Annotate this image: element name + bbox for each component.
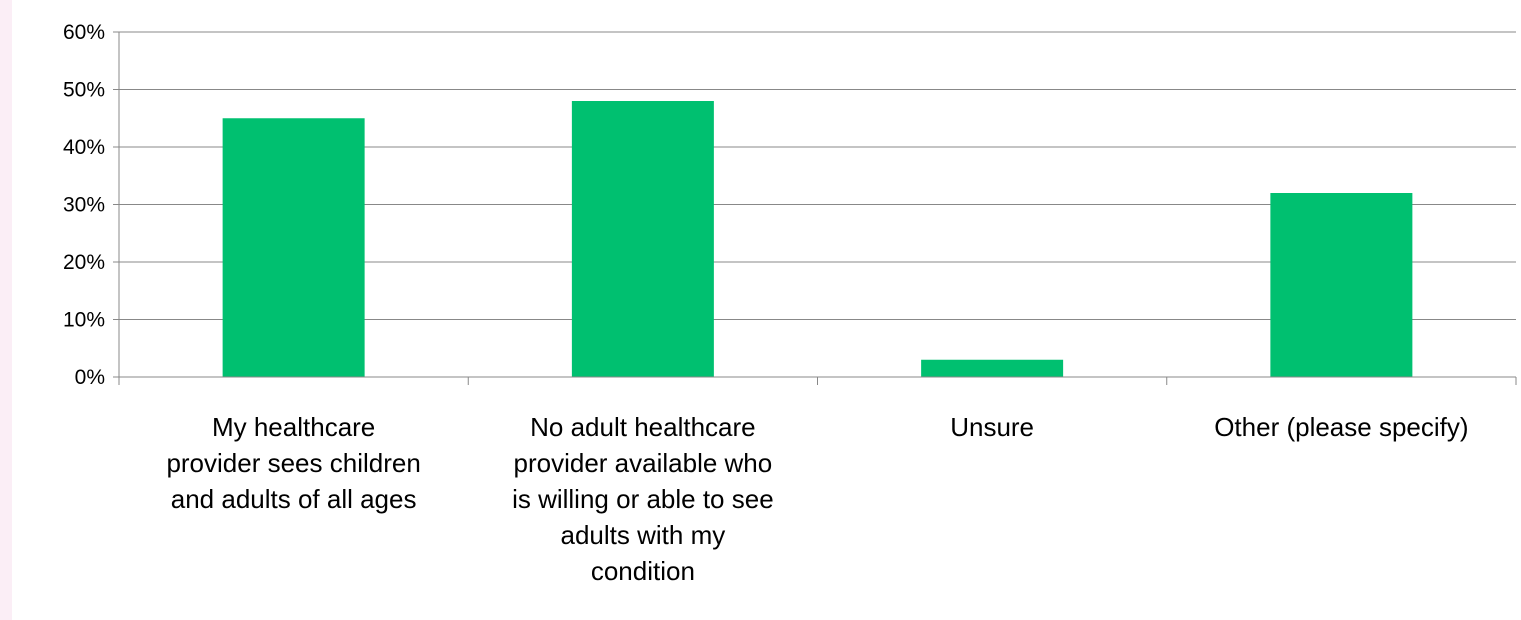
y-tick-label: 0% [75, 366, 105, 389]
x-category-label-4: Other (please specify) [1214, 412, 1468, 442]
y-tick-label: 10% [63, 309, 105, 332]
x-category-label-line: provider available who [514, 448, 773, 478]
axes [113, 31, 1517, 385]
x-category-label-line: adults with my [561, 520, 726, 550]
x-category-label-3: Unsure [950, 412, 1034, 442]
y-tick-label: 30% [63, 194, 105, 217]
x-category-label-line: and adults of all ages [171, 484, 417, 514]
x-category-label-line: condition [591, 556, 695, 586]
y-tick-label: 40% [63, 136, 105, 159]
y-tick-label: 50% [63, 79, 105, 102]
bar-2 [571, 101, 714, 377]
bar-3 [921, 359, 1064, 377]
y-tick-label: 60% [63, 21, 105, 44]
x-category-label-line: Unsure [950, 412, 1034, 442]
left-decorative-strip [0, 0, 12, 620]
bar-4 [1270, 193, 1413, 377]
x-category-label-line: No adult healthcare [530, 412, 755, 442]
labels: 0% 10% 20% 30% 40% 50% 60% My healthcare provide… [63, 21, 1469, 586]
y-tick-label: 20% [63, 251, 105, 274]
bar-1 [222, 118, 365, 377]
bars [222, 101, 1413, 377]
x-category-label-line: My healthcare [212, 412, 375, 442]
x-category-label-1: My healthcare provider sees children and a… [166, 412, 420, 514]
x-category-label-2: No adult healthcare provider available wh… [512, 412, 774, 586]
x-category-label-line: provider sees children [166, 448, 420, 478]
x-category-label-line: is willing or able to see [512, 484, 774, 514]
x-category-label-line: Other (please specify) [1214, 412, 1468, 442]
